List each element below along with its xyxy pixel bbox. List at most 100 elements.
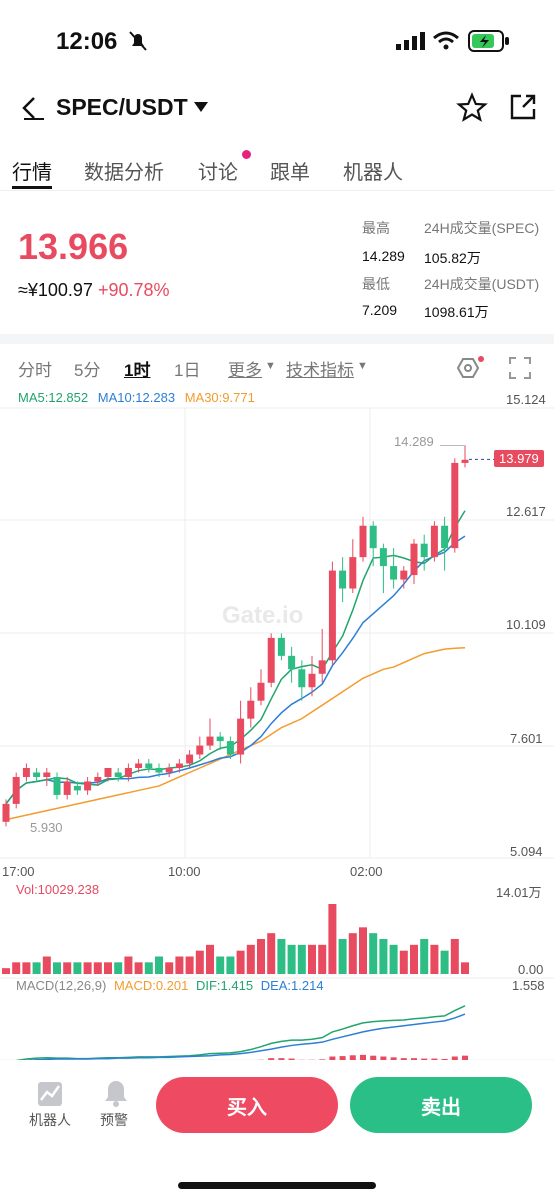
y-axis-label: 5.094 [510,844,543,859]
low-marker: 5.930 [30,820,63,835]
volume-bar [53,962,61,974]
candle-body [226,741,234,755]
candle-body [379,548,387,567]
volume-bar [73,962,82,974]
candle-body [390,566,398,580]
low-value: 7.209 [362,302,398,318]
volume-bar [114,962,123,974]
cny-value: ≈¥100.97 [18,280,93,300]
macd-histogram-bar [288,1058,295,1060]
macd-histogram-bar [360,1054,366,1060]
volume-bar [267,933,276,974]
volume-bar [42,956,51,974]
ma30-value: MA30:9.771 [184,390,255,405]
dif-line [15,1005,466,1060]
candle-body [186,754,194,764]
interval-timeline[interactable]: 分时 [18,361,52,380]
volume-bar [257,939,265,974]
volume-bar [144,962,153,974]
sell-button[interactable]: 卖出 [350,1077,532,1133]
volume-bar [420,939,429,974]
volume-bar [369,933,378,974]
tab-copy-trade[interactable]: 跟单 [270,162,310,184]
last-price: 13.966 [18,226,129,267]
dropdown-icon[interactable] [193,101,209,113]
volume-bar [328,904,337,974]
dea-line [25,1013,466,1060]
volume-bar [399,950,408,974]
interval-5m[interactable]: 5分 [74,361,101,380]
pair-title[interactable]: SPEC/USDT [56,94,188,120]
interval-more[interactable]: 更多 [228,361,262,380]
wifi-icon [433,31,459,50]
bell-muted-icon [129,31,147,51]
volume-bar [175,956,184,974]
volume-max-label: 14.01万 [496,885,542,900]
candle-body [155,768,163,773]
macd-histogram-bar [390,1057,397,1060]
chart-settings-icon[interactable] [456,356,484,380]
volume-bar [318,944,327,974]
kline-chart[interactable] [0,388,554,1060]
tab-robot[interactable]: 机器人 [343,162,403,184]
volume-bar [32,962,41,974]
back-icon[interactable] [18,95,46,123]
volume-bar [308,944,316,974]
candle-body [267,637,275,683]
macd-value: MACD:0.201 [113,978,189,993]
candle-body [308,673,316,688]
volume-min-label: 0.00 [518,962,544,977]
volume-bar [430,944,439,974]
macd-histogram-bar [451,1056,458,1060]
dif-value: DIF:1.415 [195,978,254,993]
volume-bar [287,944,296,974]
volume-bar [297,944,306,974]
alert-icon[interactable] [102,1078,130,1108]
interval-1h[interactable]: 1时 [124,361,151,380]
macd-histogram-bar [268,1058,275,1060]
macd-top-label: 1.558 [512,978,545,993]
candle-body [145,763,153,768]
volume-bar [410,944,418,974]
candle-body [237,718,245,755]
dea-value: DEA:1.214 [260,978,324,993]
candle-body [2,803,10,822]
star-icon[interactable] [456,92,488,124]
buy-label: 买入 [227,1096,267,1119]
tab-underline [12,186,52,189]
volume-bar [277,939,286,974]
interval-1d[interactable]: 1日 [174,361,201,380]
candle-body [114,772,122,777]
candle-body [12,776,20,804]
tab-data-analysis[interactable]: 数据分析 [84,162,164,184]
robot-icon[interactable] [36,1080,64,1108]
volume-bar [134,962,143,974]
y-axis-label: 10.109 [506,617,546,632]
alert-label[interactable]: 预警 [100,1112,128,1128]
sell-label: 卖出 [421,1096,461,1119]
volume-bar [12,962,21,974]
tab-discussion[interactable]: 讨论 [198,162,238,184]
candle-body [410,543,418,576]
buy-button[interactable]: 买入 [156,1077,338,1133]
indicators-button[interactable]: 技术指标 [286,361,354,380]
share-icon[interactable] [508,92,538,122]
volume-bar [246,944,255,974]
macd-histogram-bar [329,1056,336,1060]
macd-histogram-bar [441,1058,448,1060]
battery-icon [468,30,509,52]
x-axis-label: 02:00 [350,864,383,879]
candle-body [349,557,357,589]
volume-bar [195,950,204,974]
macd-histogram-bar [421,1058,428,1060]
robot-label[interactable]: 机器人 [29,1112,71,1128]
volume-bar [185,956,194,974]
macd-params: MACD(12,26,9) [16,978,107,993]
status-time: 12:06 [56,28,118,55]
fullscreen-icon[interactable] [508,356,532,380]
candle-body [73,785,81,791]
tab-market[interactable]: 行情 [12,162,52,184]
macd-histogram-bar [370,1055,377,1060]
volume-bar [216,956,225,974]
volume-label: Vol:10029.238 [16,882,100,897]
